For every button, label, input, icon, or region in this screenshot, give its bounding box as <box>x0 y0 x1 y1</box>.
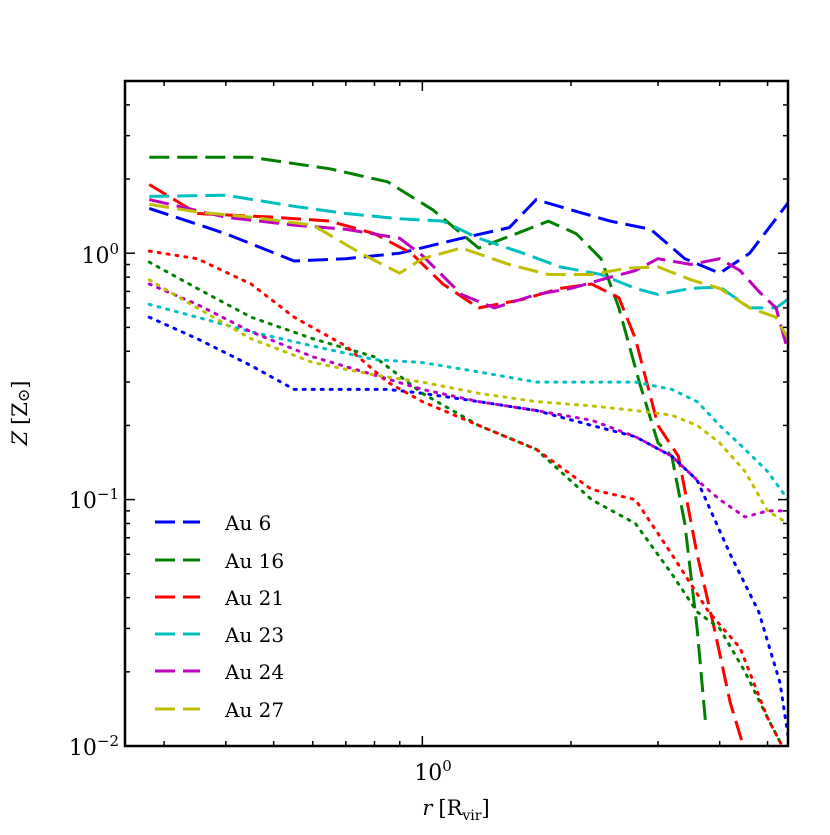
x-axis-label: r [Rvir] <box>422 796 489 824</box>
series-line-au-27-stars <box>147 278 788 525</box>
legend-label-au-23: Au 23 <box>224 623 284 647</box>
x-axis-unit-sub: vir <box>461 808 481 824</box>
y-axis-var: Z <box>8 431 32 447</box>
legend-entry-au-6: Au 6 <box>155 511 271 535</box>
legend-label-au-21: Au 21 <box>224 586 284 610</box>
series-line-au-6-stars <box>147 315 788 738</box>
legend-entry-au-23: Au 23 <box>155 623 284 647</box>
series-line-au-27 <box>149 202 788 340</box>
series-layer <box>147 155 788 746</box>
legend-label-au-16: Au 16 <box>224 549 284 573</box>
y-axis-unit-sub: ⊙ <box>14 389 33 402</box>
legend-label-au-6: Au 6 <box>224 511 271 535</box>
y-axis-label: Z[Z⊙] <box>8 381 33 447</box>
series-line-au-23-stars <box>147 302 788 502</box>
y-tick-label-0.01: 10−2 <box>69 732 119 761</box>
series-line-au-21-stars <box>147 249 784 746</box>
y-tick-label-0.1: 10−1 <box>69 485 119 514</box>
series-line-au-24-stars <box>147 282 788 519</box>
series-line-au-16-stars <box>147 260 784 746</box>
legend-entry-au-16: Au 16 <box>155 549 284 573</box>
x-tick-label-1: 100 <box>414 757 452 786</box>
y-axis-unit: Z <box>8 402 32 417</box>
plot-frame <box>123 79 790 748</box>
x-axis-unit: R <box>447 796 464 820</box>
series-line-au-24 <box>148 198 788 352</box>
legend-entry-au-24: Au 24 <box>155 660 284 684</box>
series-line-au-6 <box>148 197 788 275</box>
legend: Au 6 Au 16 Au 21 Au 23 Au 24 Au 27 <box>155 511 284 722</box>
legend-label-au-27: Au 27 <box>224 698 284 722</box>
legend-entry-au-21: Au 21 <box>155 586 284 610</box>
x-axis-var: r <box>422 796 434 820</box>
series-line-au-23 <box>149 193 788 310</box>
y-tick-label-1: 100 <box>81 240 119 269</box>
legend-label-au-24: Au 24 <box>224 660 284 684</box>
series-line-au-16 <box>149 155 708 727</box>
legend-entry-au-27: Au 27 <box>155 698 284 722</box>
